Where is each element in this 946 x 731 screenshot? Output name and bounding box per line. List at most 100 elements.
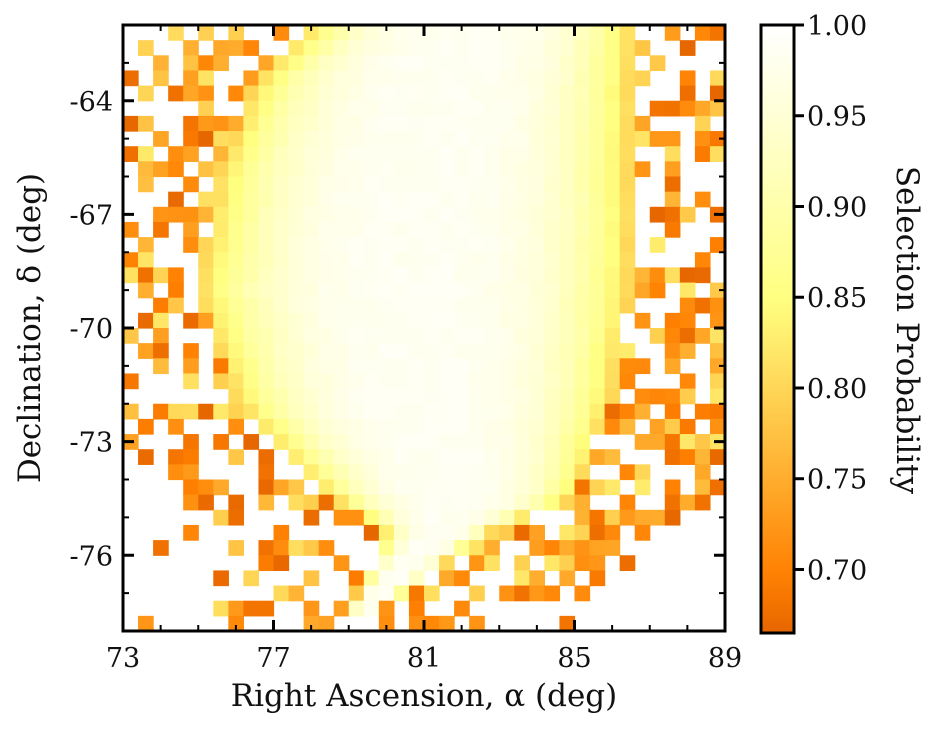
heatmap-cell [514, 524, 530, 541]
heatmap-cell [363, 449, 380, 465]
heatmap-cell [153, 540, 169, 556]
heatmap-cell [559, 237, 576, 253]
heatmap-cell [499, 252, 515, 268]
heatmap-cell [258, 373, 275, 390]
heatmap-cell [424, 524, 440, 541]
heatmap-cell [529, 524, 545, 541]
heatmap-cell [574, 555, 591, 571]
heatmap-cell [454, 509, 470, 526]
heatmap-cell [333, 373, 350, 390]
heatmap-cell [198, 25, 214, 41]
heatmap-cell [439, 358, 455, 375]
heatmap-cell [679, 449, 696, 465]
heatmap-cell [454, 373, 470, 390]
heatmap-cell [363, 570, 380, 587]
heatmap-cell [243, 40, 260, 56]
heatmap-cell [303, 358, 320, 375]
heatmap-cell [123, 373, 139, 390]
heatmap-cell [529, 237, 545, 253]
heatmap-cell [589, 418, 606, 435]
heatmap-cell [709, 403, 725, 420]
heatmap-cell [424, 115, 440, 132]
heatmap-cell [529, 206, 545, 223]
heatmap-cell [318, 540, 335, 556]
y-tick-label: -73 [70, 428, 113, 459]
heatmap-cell [424, 328, 440, 344]
heatmap-cell [559, 373, 576, 390]
heatmap-cell [559, 221, 576, 238]
heatmap-cell [378, 388, 395, 405]
heatmap-cell [333, 70, 350, 87]
heatmap-cell [694, 464, 711, 481]
heatmap-cell [439, 55, 455, 72]
heatmap-cell [544, 358, 561, 375]
heatmap-cell [213, 479, 229, 496]
heatmap-cell [469, 403, 485, 420]
heatmap-cell [439, 570, 455, 587]
heatmap-cell [604, 206, 621, 223]
heatmap-cell [424, 297, 440, 314]
heatmap-cell [469, 388, 485, 405]
heatmap-cell [664, 403, 681, 420]
heatmap-cell [589, 540, 606, 556]
heatmap-cell [378, 540, 395, 556]
heatmap-cell [544, 494, 561, 511]
heatmap-cell [544, 100, 561, 117]
heatmap-cell [243, 282, 260, 299]
heatmap-cell [454, 85, 470, 102]
heatmap-cell [544, 161, 561, 178]
heatmap-cell [348, 115, 365, 132]
heatmap-cell [273, 55, 290, 72]
heatmap-cell [514, 449, 530, 465]
heatmap-cell [168, 146, 184, 162]
heatmap-cell [589, 282, 606, 299]
heatmap-cell [619, 555, 636, 571]
heatmap-cell [363, 418, 380, 435]
heatmap-cell [619, 267, 636, 284]
heatmap-cell [408, 146, 425, 162]
heatmap-cell [228, 328, 244, 344]
heatmap-cell [574, 100, 591, 117]
heatmap-cell [408, 267, 425, 284]
heatmap-cell [273, 388, 290, 405]
heatmap-cell [709, 388, 725, 405]
heatmap-cell [258, 388, 275, 405]
heatmap-cell [589, 176, 606, 193]
heatmap-cell [529, 267, 545, 284]
heatmap-cell [378, 252, 395, 268]
heatmap-cell [363, 343, 380, 359]
heatmap-cell [694, 131, 711, 147]
heatmap-cell [123, 70, 139, 87]
heatmap-cell [544, 464, 561, 481]
heatmap-cell [424, 221, 440, 238]
heatmap-cell [424, 373, 440, 390]
heatmap-cell [679, 418, 696, 435]
heatmap-cell [273, 176, 290, 193]
heatmap-cell [424, 206, 440, 223]
heatmap-cell [318, 388, 335, 405]
heatmap-cell [589, 328, 606, 344]
heatmap-cell [454, 161, 470, 178]
heatmap-cell [363, 312, 380, 329]
heatmap-cell [183, 70, 199, 87]
heatmap-cell [514, 176, 530, 193]
heatmap-cell [168, 85, 184, 102]
heatmap-cell [574, 85, 591, 102]
heatmap-cell [484, 267, 500, 284]
heatmap-cell [679, 282, 696, 299]
heatmap-cell [589, 25, 606, 41]
heatmap-cell [303, 252, 320, 268]
heatmap-cell [574, 479, 591, 496]
heatmap-cell [243, 358, 260, 375]
heatmap-cell [604, 176, 621, 193]
heatmap-cell [303, 131, 320, 147]
heatmap-cell [258, 494, 275, 511]
heatmap-cell [589, 85, 606, 102]
heatmap-cell [484, 55, 500, 72]
heatmap-cell [439, 100, 455, 117]
heatmap-cell [424, 252, 440, 268]
heatmap-cell [153, 161, 169, 178]
heatmap-cell [378, 146, 395, 162]
heatmap-cell [408, 55, 425, 72]
heatmap-cell [348, 343, 365, 359]
